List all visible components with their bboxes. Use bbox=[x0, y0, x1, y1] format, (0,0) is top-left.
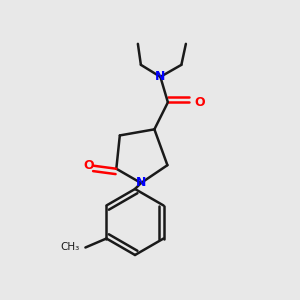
Text: O: O bbox=[194, 96, 205, 109]
Text: O: O bbox=[83, 159, 94, 172]
Text: N: N bbox=[155, 70, 166, 83]
Text: N: N bbox=[136, 176, 146, 190]
Text: CH₃: CH₃ bbox=[61, 242, 80, 253]
